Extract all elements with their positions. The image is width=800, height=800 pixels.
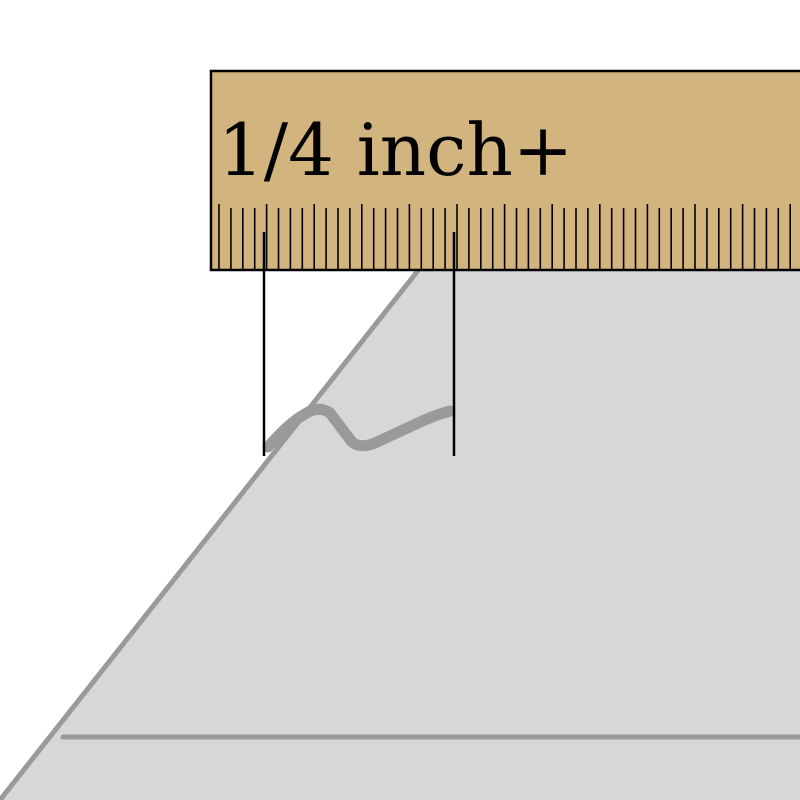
ruler-ticks (218, 204, 792, 270)
chip-damage-icon (262, 403, 456, 453)
measurement-label: 1/4 inch+ (218, 108, 573, 192)
surface-panel (0, 268, 800, 800)
surface-bevel-edge (0, 266, 422, 800)
ruler-icon (209, 69, 800, 272)
